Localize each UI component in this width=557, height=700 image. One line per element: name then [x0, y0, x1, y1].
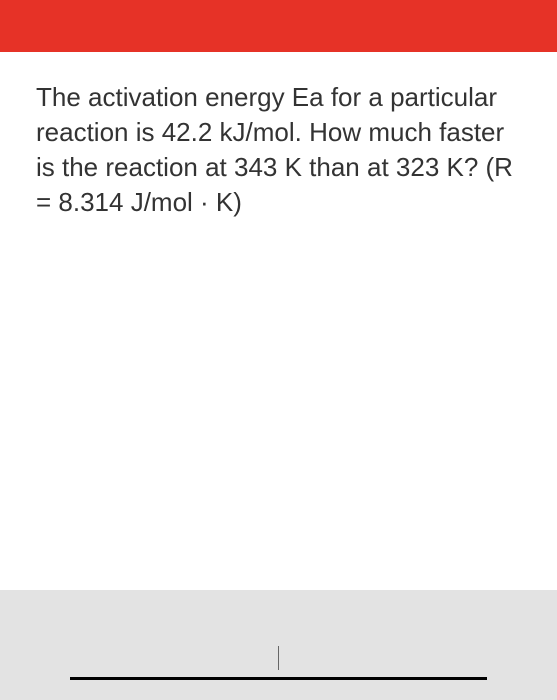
header-bar	[0, 0, 557, 52]
answer-area	[0, 590, 557, 700]
answer-input[interactable]	[70, 638, 487, 680]
question-text: The activation energy Ea for a particula…	[36, 80, 521, 220]
content-area: The activation energy Ea for a particula…	[0, 52, 557, 590]
text-cursor	[278, 646, 279, 670]
